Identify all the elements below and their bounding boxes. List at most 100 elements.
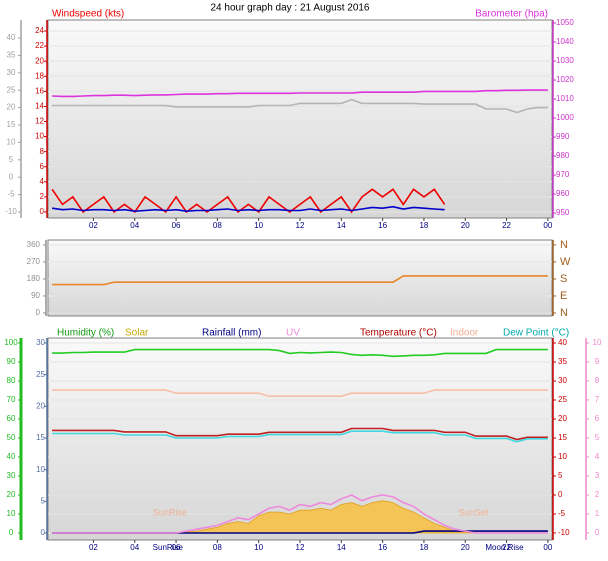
legend-label: Temperature (°C) xyxy=(360,328,437,339)
y4-tick-label: 3 xyxy=(595,471,600,480)
x-tick-label: 06 xyxy=(172,543,181,552)
y3-tick-label: 0 xyxy=(41,528,46,537)
y2-tick-label: 970 xyxy=(556,170,570,179)
y4-tick-label: 1 xyxy=(595,509,600,518)
y3-tick-label: 35 xyxy=(7,51,16,60)
annotation: SunRise xyxy=(153,507,187,517)
x-tick-label: 16 xyxy=(378,543,387,552)
y3-tick-label: 5 xyxy=(9,155,14,164)
y-tick-label: 270 xyxy=(27,257,41,266)
y2-tick-label: 40 xyxy=(558,338,567,347)
legend-label: Rainfall (mm) xyxy=(202,328,261,339)
y4-tick-label: 4 xyxy=(595,452,600,461)
y-tick-label: 22 xyxy=(35,41,44,50)
x-tick-label: 10 xyxy=(254,543,263,552)
y-tick-label: 18 xyxy=(35,71,44,80)
y2-tick-label: 1020 xyxy=(556,75,574,84)
y2-tick-label: -5 xyxy=(558,509,566,518)
y3-tick-label: 15 xyxy=(36,433,45,442)
y2-tick-label: 0 xyxy=(558,490,563,499)
y-tick-label: 0 xyxy=(40,207,45,216)
y2-tick-label: 1040 xyxy=(556,37,574,46)
series-line xyxy=(52,275,548,286)
y-tick-label: 0 xyxy=(9,528,14,537)
annotation: SunSet xyxy=(459,507,489,517)
y-tick-label: 20 xyxy=(7,490,16,499)
y2-tick-label: 15 xyxy=(558,433,567,442)
x-tick-label: 06 xyxy=(172,221,181,230)
plot-area xyxy=(47,19,553,219)
y-tick-label: 24 xyxy=(35,26,44,35)
series-line xyxy=(52,430,548,443)
y2-tick-label: 980 xyxy=(556,151,570,160)
x-tick-label: 22 xyxy=(502,543,511,552)
x-tick-label: 10 xyxy=(254,221,263,230)
y2-tick-label: N xyxy=(560,307,568,319)
y3-tick-label: 10 xyxy=(7,138,16,147)
chart-title: 24 hour graph day : 21 August 2016 xyxy=(210,3,369,14)
plot-area xyxy=(47,239,553,317)
event-label: SunRise xyxy=(153,543,184,552)
y-tick-label: 14 xyxy=(35,102,44,111)
x-tick-label: 20 xyxy=(461,543,470,552)
legend-label: Humidity (%) xyxy=(57,328,114,339)
y-tick-label: 12 xyxy=(35,117,44,126)
y2-tick-label: E xyxy=(560,290,567,302)
y2-tick-label: 20 xyxy=(558,414,567,423)
legend-label: Windspeed (kts) xyxy=(52,9,124,20)
y3-tick-label: 25 xyxy=(36,370,45,379)
y-tick-label: 80 xyxy=(7,376,16,385)
y2-tick-label: 1030 xyxy=(556,56,574,65)
x-tick-label: 12 xyxy=(296,543,305,552)
y3-tick-label: -5 xyxy=(7,190,15,199)
event-label: Moon Rise xyxy=(485,543,524,552)
y3-tick-label: 30 xyxy=(36,338,45,347)
y3-tick-label: 30 xyxy=(7,68,16,77)
y2-tick-label: 1000 xyxy=(556,113,574,122)
y2-tick-label: 30 xyxy=(558,376,567,385)
x-tick-label: 04 xyxy=(130,221,139,230)
y-tick-label: 100 xyxy=(4,338,18,347)
plot-area xyxy=(47,337,553,541)
y2-tick-label: N xyxy=(560,239,568,251)
y2-tick-label: 960 xyxy=(556,189,570,198)
y3-tick-label: 20 xyxy=(7,103,16,112)
y3-tick-label: 25 xyxy=(7,85,16,94)
y4-tick-label: 6 xyxy=(595,414,600,423)
y-tick-label: 90 xyxy=(31,291,40,300)
y4-tick-label: 9 xyxy=(595,357,600,366)
x-tick-label: 14 xyxy=(337,221,346,230)
legend-label: Indoor xyxy=(450,328,479,339)
x-tick-label: 08 xyxy=(213,543,222,552)
y2-tick-label: 35 xyxy=(558,357,567,366)
y2-tick-label: 5 xyxy=(558,471,563,480)
series-line xyxy=(52,494,548,534)
legend-label: Barometer (hpa) xyxy=(475,9,548,20)
x-tick-label: 00 xyxy=(543,543,552,552)
y-tick-label: 10 xyxy=(35,132,44,141)
y2-tick-label: 1050 xyxy=(556,18,574,27)
y4-tick-label: 0 xyxy=(595,528,600,537)
legend-label: Solar xyxy=(125,328,149,339)
y-tick-label: 10 xyxy=(7,509,16,518)
y2-tick-label: 990 xyxy=(556,132,570,141)
y3-tick-label: 0 xyxy=(9,172,14,181)
series-line xyxy=(52,389,548,397)
x-tick-label: 12 xyxy=(296,221,305,230)
y-tick-label: 16 xyxy=(35,86,44,95)
series-line xyxy=(52,348,548,358)
y-tick-label: 2 xyxy=(40,192,45,201)
x-tick-label: 14 xyxy=(337,543,346,552)
y-tick-label: 70 xyxy=(7,395,16,404)
y2-tick-label: 950 xyxy=(556,208,570,217)
y-tick-label: 0 xyxy=(36,308,41,317)
y-tick-label: 4 xyxy=(40,177,45,186)
y-tick-label: 50 xyxy=(7,433,16,442)
y2-tick-label: -10 xyxy=(558,528,570,537)
y3-tick-label: 15 xyxy=(7,120,16,129)
y3-tick-label: 40 xyxy=(7,33,16,42)
x-tick-label: 16 xyxy=(378,221,387,230)
y4-tick-label: 2 xyxy=(595,490,600,499)
x-tick-label: 22 xyxy=(502,221,511,230)
